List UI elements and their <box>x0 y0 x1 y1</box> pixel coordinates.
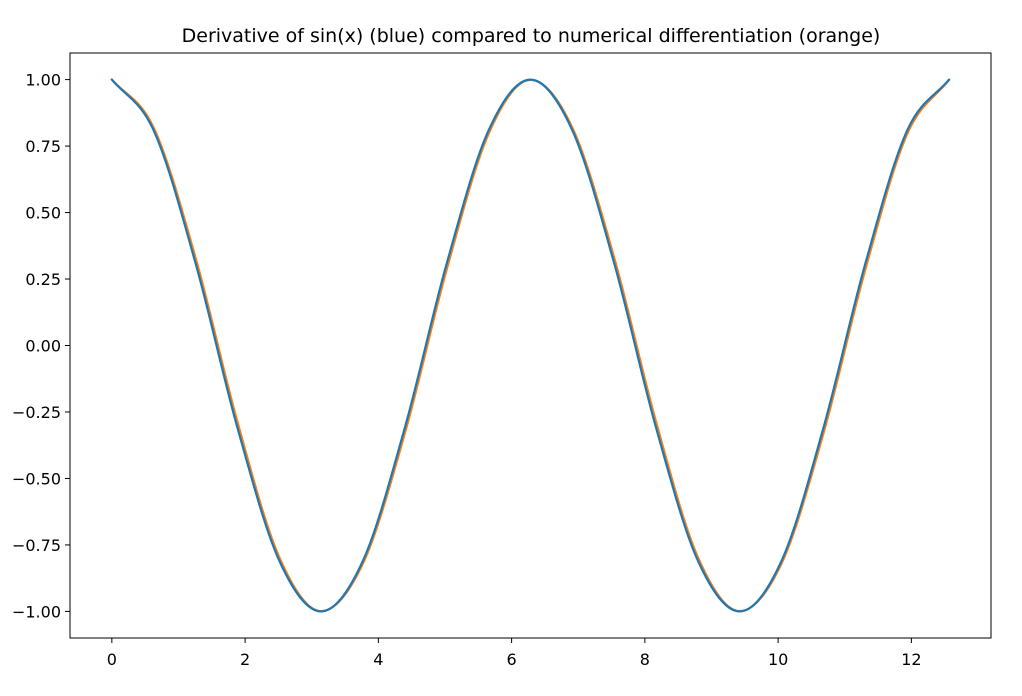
x-tick-label: 12 <box>901 650 921 669</box>
y-tick-label: 0.75 <box>25 137 61 156</box>
x-tick-label: 0 <box>107 650 117 669</box>
series-line-0 <box>110 78 951 613</box>
chart-title: Derivative of sin(x) (blue) compared to … <box>182 25 881 47</box>
x-axis: 0 2 4 6 8 10 12 <box>107 638 922 669</box>
x-tick-label: 6 <box>507 650 517 669</box>
y-tick-label: −0.25 <box>12 403 61 422</box>
x-tick-label: 4 <box>373 650 383 669</box>
x-tick-label: 10 <box>768 650 788 669</box>
y-tick-label: 0.25 <box>25 270 61 289</box>
y-axis: 1.00 0.75 0.50 0.25 0.00 −0.25 −0.50 −0.75 −1.00 <box>12 71 70 621</box>
y-tick-label: −0.50 <box>12 469 61 488</box>
series-line-1 <box>110 78 951 613</box>
series-layer <box>110 78 951 613</box>
y-tick-label: −0.75 <box>12 536 61 555</box>
x-tick-label: 2 <box>240 650 250 669</box>
y-tick-label: 0.00 <box>25 337 61 356</box>
y-tick-label: −1.00 <box>12 602 61 621</box>
y-tick-label: 0.50 <box>25 204 61 223</box>
y-tick-label: 1.00 <box>25 71 61 90</box>
plot-frame <box>69 52 992 639</box>
x-tick-label: 8 <box>640 650 650 669</box>
